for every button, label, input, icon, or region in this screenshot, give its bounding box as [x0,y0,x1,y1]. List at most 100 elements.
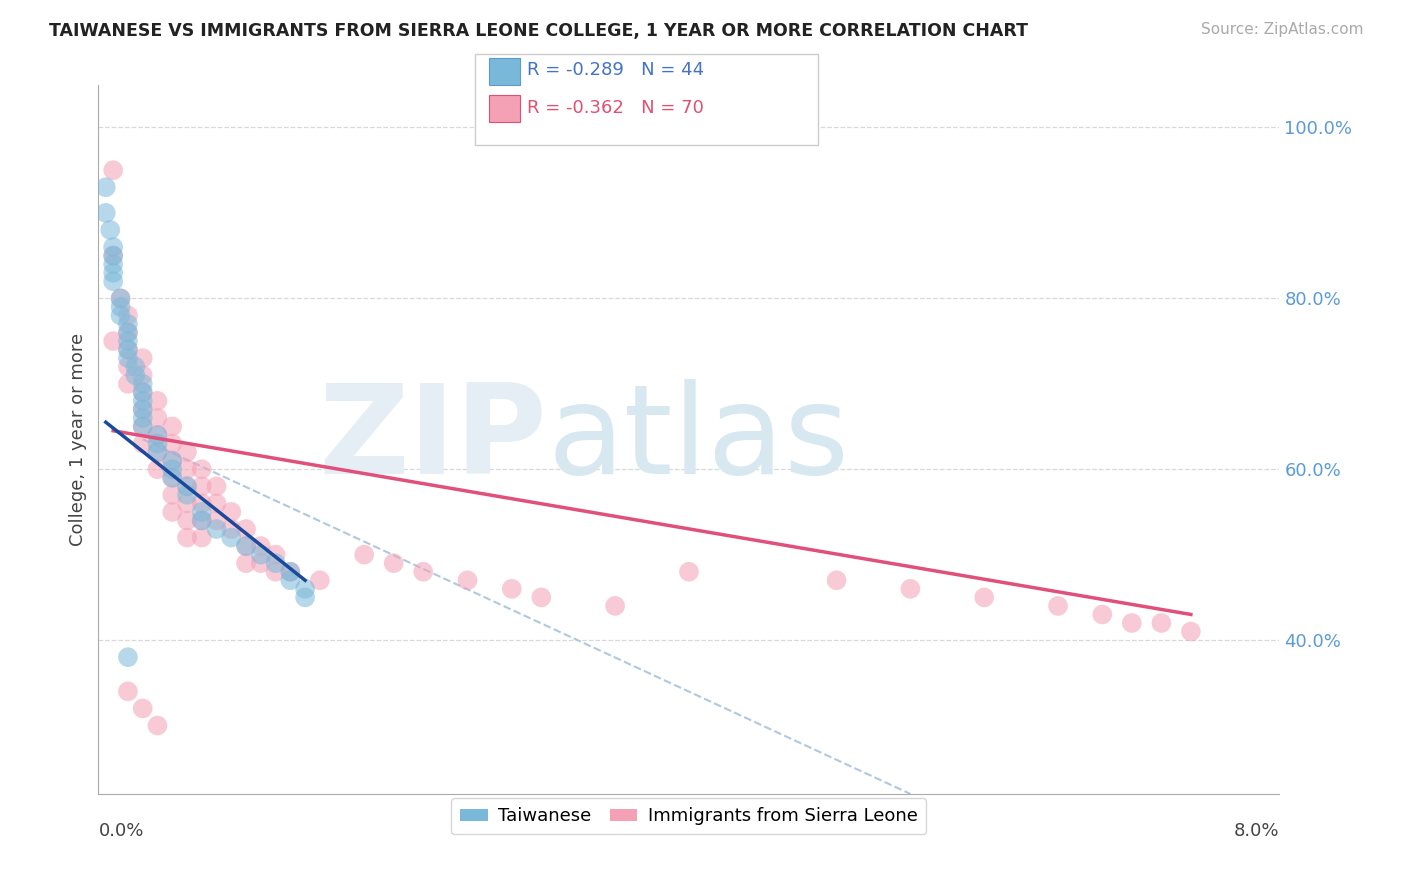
Legend: Taiwanese, Immigrants from Sierra Leone: Taiwanese, Immigrants from Sierra Leone [451,798,927,835]
Point [132,419,155,434]
Point [132,402,155,417]
Text: ZIP: ZIP [319,379,547,500]
Text: atlas: atlas [547,379,849,500]
Point [191,513,214,527]
Point [146,428,169,442]
Point [103,249,125,263]
Point [117,317,139,331]
Point [132,411,155,425]
Text: 0.0%: 0.0% [98,822,143,840]
Point [162,453,183,467]
Point [353,548,375,562]
Point [117,334,139,348]
Point [162,471,183,485]
Point [110,300,132,314]
Point [117,326,139,340]
Point [103,163,125,178]
Point [176,479,198,493]
Point [117,359,139,374]
Point [191,505,214,519]
Point [191,462,214,476]
Point [191,531,214,545]
Point [309,574,332,588]
Point [235,539,257,553]
Point [250,556,273,570]
Point [132,368,155,383]
Point [146,445,169,459]
Point [103,334,125,348]
Text: Source: ZipAtlas.com: Source: ZipAtlas.com [1201,22,1364,37]
Point [110,291,132,305]
Point [205,479,228,493]
Point [1046,599,1070,613]
Point [973,591,995,605]
Point [176,445,198,459]
Point [162,453,183,467]
Point [221,522,243,536]
Text: TAIWANESE VS IMMIGRANTS FROM SIERRA LEONE COLLEGE, 1 YEAR OR MORE CORRELATION CH: TAIWANESE VS IMMIGRANTS FROM SIERRA LEON… [49,22,1028,40]
Point [176,513,198,527]
Point [162,436,183,450]
Point [117,343,139,357]
Y-axis label: College, 1 year or more: College, 1 year or more [69,333,87,546]
Point [110,309,132,323]
Point [412,565,434,579]
Point [162,488,183,502]
Point [1150,615,1173,630]
Point [103,240,125,254]
Point [146,462,169,476]
Point [900,582,922,596]
Point [457,574,479,588]
Point [117,650,139,665]
Point [235,539,257,553]
Point [530,591,553,605]
Point [146,718,169,732]
Point [264,565,287,579]
Point [146,428,169,442]
Point [205,513,228,527]
Point [176,531,198,545]
Point [132,402,155,417]
Point [162,462,183,476]
Point [1091,607,1114,622]
Point [294,591,316,605]
Point [250,539,273,553]
Point [103,266,125,280]
Point [132,385,155,400]
Point [191,513,214,527]
Point [94,206,117,220]
Point [146,436,169,450]
Point [280,565,302,579]
Point [146,445,169,459]
Point [294,582,316,596]
Point [221,531,243,545]
Point [117,376,139,391]
Point [132,419,155,434]
Point [162,471,183,485]
Point [221,505,243,519]
Point [132,351,155,366]
Point [205,496,228,510]
Point [162,419,183,434]
Point [191,496,214,510]
Point [264,556,287,570]
Point [678,565,700,579]
Point [146,393,169,408]
Point [94,180,117,194]
Point [205,522,228,536]
Point [117,343,139,357]
Point [132,436,155,450]
Point [103,274,125,288]
Point [132,393,155,408]
Point [176,479,198,493]
Point [162,505,183,519]
Point [132,385,155,400]
Point [280,565,302,579]
Point [110,291,132,305]
Point [98,223,121,237]
Point [132,701,155,715]
Point [117,309,139,323]
Point [117,326,139,340]
Point [250,548,273,562]
Point [146,411,169,425]
